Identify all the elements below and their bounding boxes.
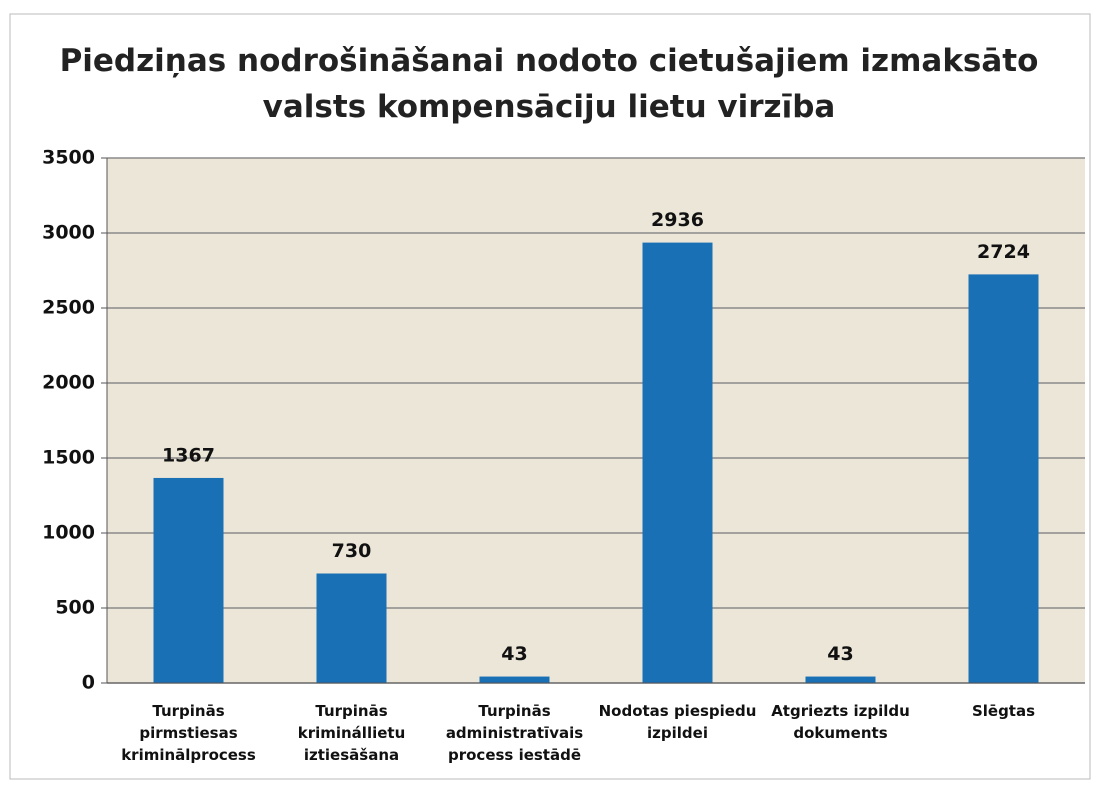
y-tick-label: 500 — [55, 597, 95, 619]
frame — [9, 13, 1091, 780]
data-label: 43 — [827, 643, 853, 665]
y-tick-label: 3500 — [42, 147, 95, 169]
y-tick-label: 3000 — [42, 222, 95, 244]
bar — [153, 477, 224, 683]
y-tick-label: 1000 — [42, 522, 95, 544]
data-label: 2936 — [651, 209, 704, 231]
y-tick-label: 2000 — [42, 372, 95, 394]
x-tick-label: Turpinās administratīvais process iestād… — [445, 702, 584, 764]
bar — [805, 676, 876, 683]
data-label: 730 — [332, 540, 372, 562]
data-label: 1367 — [162, 444, 215, 466]
data-label: 2724 — [977, 241, 1030, 263]
x-tick-label: Nodotas piespiedu izpildei — [598, 702, 757, 742]
bar — [316, 573, 387, 683]
chart-title: Piedziņas nodrošināšanai nodoto cietušaj… — [59, 43, 1039, 125]
plot-area — [107, 158, 1085, 683]
y-tick-label: 2500 — [42, 297, 95, 319]
y-tick-label: 0 — [82, 672, 95, 694]
y-tick-label: 1500 — [42, 447, 95, 469]
x-tick-label: Slēgtas — [971, 702, 1036, 720]
bar — [642, 242, 713, 683]
bar — [968, 274, 1039, 683]
x-tick-label: Atgriezts izpildu dokuments — [771, 702, 910, 742]
x-tick-label: Turpinās pirmstiesas kriminālprocess — [121, 702, 256, 764]
x-tick-label: Turpinās kriminállietu iztiesāšana — [297, 702, 406, 764]
data-label: 43 — [501, 643, 527, 665]
bar — [479, 676, 550, 683]
